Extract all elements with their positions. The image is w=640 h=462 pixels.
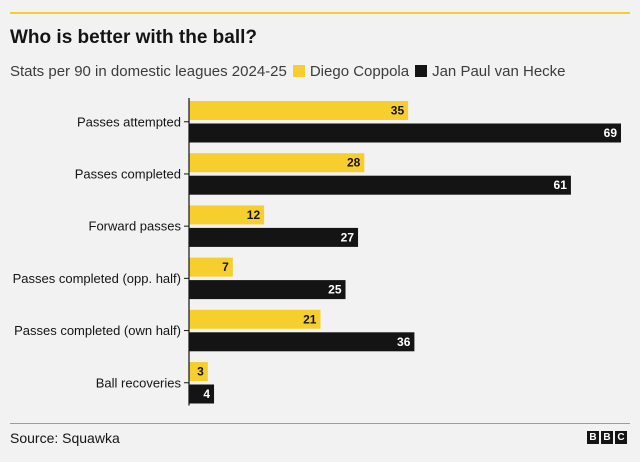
top-accent-rule xyxy=(10,12,630,14)
legend-swatch-series-1 xyxy=(292,65,305,77)
chart-title: Who is better with the ball? xyxy=(10,27,257,48)
value-label: 36 xyxy=(397,335,411,349)
bar xyxy=(189,309,321,329)
value-label: 4 xyxy=(203,387,210,401)
category-label: Passes completed (own half) xyxy=(14,323,181,338)
bar xyxy=(189,257,233,277)
bar xyxy=(189,123,621,143)
legend-swatch-series-2 xyxy=(415,65,428,77)
chart-subtitle: Stats per 90 in domestic leagues 2024-25 xyxy=(10,62,287,80)
value-label: 61 xyxy=(554,178,568,192)
value-label: 3 xyxy=(197,365,204,379)
value-label: 27 xyxy=(341,230,355,244)
source-note: Source: Squawka xyxy=(10,430,120,446)
value-label: 21 xyxy=(303,312,317,326)
category-label: Ball recoveries xyxy=(96,375,182,390)
bar xyxy=(189,362,208,381)
subtitle-legend-row: Stats per 90 in domestic leagues 2024-25… xyxy=(10,62,566,80)
bbc-logo-letter-3: C xyxy=(615,431,627,444)
value-label: 7 xyxy=(222,260,229,274)
bar xyxy=(189,101,409,120)
bar xyxy=(189,384,215,404)
value-label: 28 xyxy=(347,156,361,170)
bbc-logo: B B C xyxy=(587,431,627,444)
value-label: 35 xyxy=(391,104,405,118)
legend-item-series-1: Diego Coppola xyxy=(292,62,410,80)
legend-label-series-1: Diego Coppola xyxy=(309,62,410,80)
legend-label-series-2: Jan Paul van Hecke xyxy=(432,62,566,80)
bar xyxy=(189,205,265,225)
footer-rule xyxy=(10,423,630,424)
bar xyxy=(189,332,415,352)
bar xyxy=(189,175,571,195)
bar xyxy=(189,227,359,247)
category-label: Passes completed (opp. half) xyxy=(13,271,181,286)
value-label: 69 xyxy=(604,126,618,140)
value-label: 12 xyxy=(247,208,261,222)
category-label: Passes attempted xyxy=(77,114,181,129)
value-label: 25 xyxy=(328,283,342,297)
category-label: Passes completed xyxy=(75,166,181,181)
legend-item-series-2: Jan Paul van Hecke xyxy=(415,62,566,80)
bar xyxy=(189,280,346,300)
bbc-logo-letter-1: B xyxy=(587,431,599,444)
bar xyxy=(189,153,365,173)
bbc-logo-letter-2: B xyxy=(601,431,613,444)
category-label: Forward passes xyxy=(89,219,182,234)
